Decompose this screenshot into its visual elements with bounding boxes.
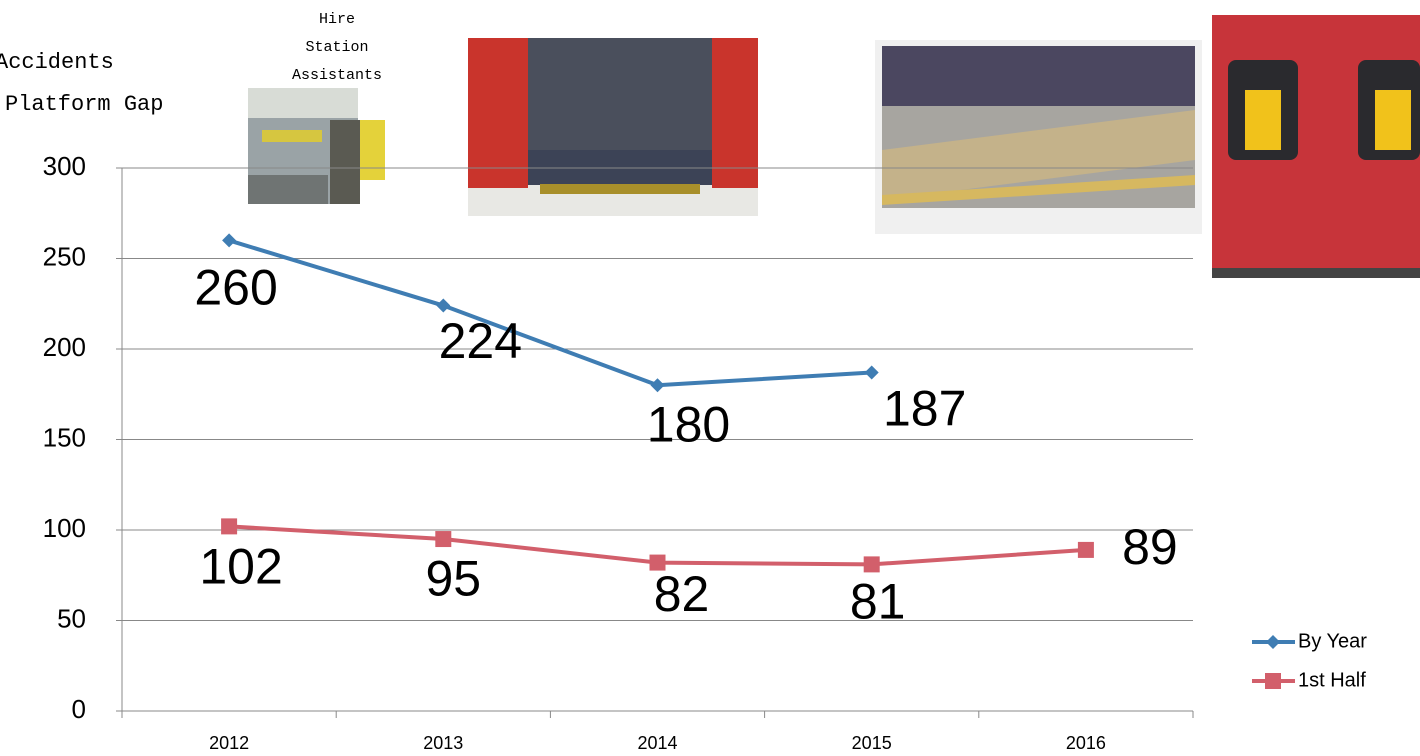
data-label: 89	[1122, 519, 1178, 575]
legend-label: By Year	[1298, 630, 1367, 652]
data-label: 260	[194, 260, 277, 316]
photo-station-assistants	[248, 88, 385, 204]
title-line: Platform Gap	[5, 92, 163, 117]
y-tick-label: 200	[43, 332, 86, 362]
x-tick-label: 2014	[637, 733, 677, 753]
data-label: 81	[850, 574, 906, 630]
data-point	[649, 554, 666, 571]
photo-red-doors	[1212, 15, 1420, 278]
data-point	[436, 298, 451, 313]
data-point	[1077, 541, 1094, 558]
data-point	[864, 365, 879, 380]
data-label: 95	[425, 550, 481, 606]
y-tick-label: 100	[43, 513, 86, 543]
y-tick-label: 0	[72, 694, 86, 724]
x-tick-label: 2016	[1066, 733, 1106, 753]
x-tick-label: 2015	[852, 733, 892, 753]
title-line: Accidents	[0, 50, 114, 75]
photo-platform-sign	[875, 40, 1202, 234]
x-tick-label: 2012	[209, 733, 249, 753]
y-tick-label: 150	[43, 422, 86, 452]
y-tick-label: 250	[43, 241, 86, 271]
annotation-line: Hire	[319, 11, 355, 28]
data-point	[222, 233, 237, 248]
y-tick-label: 300	[43, 151, 86, 181]
data-point	[650, 378, 665, 393]
series-line	[228, 238, 872, 388]
y-tick-label: 50	[57, 603, 86, 633]
data-label: 224	[439, 313, 522, 369]
photo-train-door	[468, 38, 758, 216]
data-point	[221, 518, 238, 535]
data-label: 180	[647, 396, 730, 452]
annotation-line: Assistants	[292, 67, 382, 84]
data-label: 187	[883, 381, 966, 437]
legend-label: 1st Half	[1298, 669, 1366, 691]
legend-marker	[1265, 673, 1281, 689]
data-point	[863, 556, 880, 573]
x-tick-label: 2013	[423, 733, 463, 753]
legend-marker	[1266, 635, 1280, 649]
data-label: 82	[654, 566, 710, 622]
data-point	[435, 531, 452, 548]
annotation-line: Station	[305, 39, 368, 56]
data-label: 102	[199, 539, 282, 595]
